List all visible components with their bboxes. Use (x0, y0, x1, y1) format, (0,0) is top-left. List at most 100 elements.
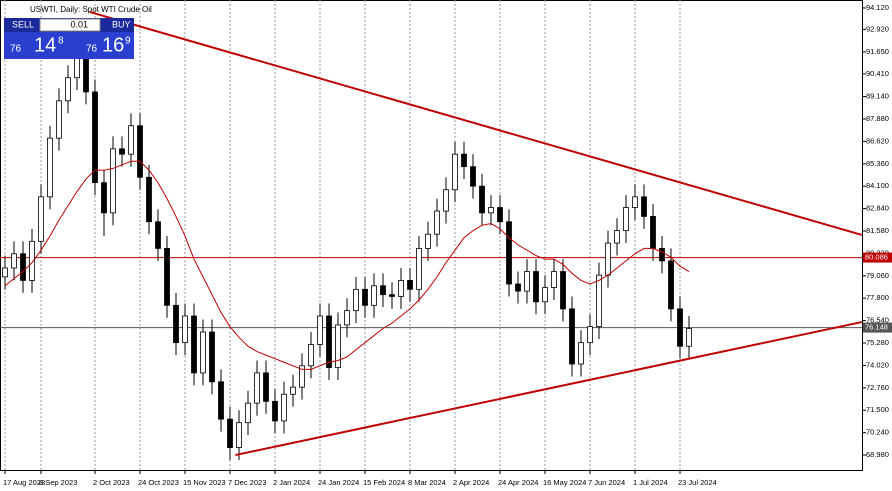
price-tag-label: 76.148 (865, 323, 888, 332)
y-tick-label: 77.800 (866, 293, 889, 302)
candle-body (515, 283, 521, 292)
candle-body (668, 260, 674, 310)
candle-body (317, 315, 323, 345)
y-tick-label: 94.120 (866, 3, 889, 12)
trade-panel[interactable]: SELL BUY 0.01 76 14 8 76 16 9 (4, 18, 134, 59)
candle-body (479, 185, 485, 214)
lot-size[interactable]: 0.01 (70, 19, 88, 29)
candle-body (209, 331, 215, 383)
candle-body (29, 240, 35, 281)
candle-body (461, 153, 467, 168)
candle-body (398, 280, 404, 297)
candle-body (407, 280, 413, 290)
candle-body (191, 315, 197, 374)
candle-body (614, 230, 620, 244)
x-tick-label: 2 Jan 2024 (273, 478, 310, 487)
x-tick-label: 24 Apr 2024 (498, 478, 538, 487)
candle-body (443, 189, 449, 212)
candle-body (65, 77, 71, 102)
y-tick-label: 92.920 (866, 24, 889, 33)
x-tick-label: 17 Aug 2023 (3, 478, 45, 487)
candle-body (281, 393, 287, 422)
trendline (235, 321, 863, 457)
candle-body (137, 125, 143, 178)
candle-body (623, 207, 629, 232)
candle-body (245, 402, 251, 424)
candle-body (155, 221, 161, 249)
candle-body (263, 372, 269, 402)
ask-big: 76 (86, 44, 98, 55)
y-tick-label: 90.410 (866, 69, 889, 78)
candle-body (92, 91, 98, 184)
candle-body (380, 285, 386, 296)
bid-big: 76 (10, 44, 22, 55)
candle-body (326, 315, 332, 368)
price-tag-label: 80.086 (865, 253, 888, 262)
candle-body (353, 288, 359, 312)
candle-body (542, 287, 548, 303)
x-tick-label: 23 Jul 2024 (678, 478, 717, 487)
y-tick-label: 68.980 (866, 450, 889, 459)
buy-button[interactable]: BUY (112, 19, 131, 29)
candle-body (596, 274, 602, 328)
y-tick-label: 71.500 (866, 405, 889, 414)
candle-body (659, 248, 665, 262)
candle-body (506, 221, 512, 285)
candle-body (218, 381, 224, 420)
x-tick-label: 15 Feb 2024 (363, 478, 405, 487)
candle-body (551, 271, 557, 288)
y-tick-label: 82.840 (866, 204, 889, 213)
candle-body (524, 271, 530, 292)
candle-body (236, 422, 242, 448)
candle-body (38, 196, 44, 242)
lot-box[interactable] (39, 18, 101, 32)
y-tick-label: 87.880 (866, 114, 889, 123)
candle-body (272, 400, 278, 422)
moving-average (4, 160, 690, 370)
bid-pip: 8 (58, 36, 64, 47)
x-tick-label: 8 Sep 2023 (39, 478, 77, 487)
candle-body (587, 326, 593, 344)
candle-body (434, 210, 440, 235)
x-tick-label: 2 Apr 2024 (453, 478, 489, 487)
candle-body (101, 182, 107, 214)
candle-body (452, 153, 458, 191)
candle-body (200, 331, 206, 374)
y-tick-label: 70.240 (866, 428, 889, 437)
candle-body (254, 372, 260, 404)
candle-body (344, 310, 350, 326)
candle-body (20, 253, 26, 281)
candle-body (119, 148, 125, 155)
candle-body (578, 342, 584, 365)
x-tick-label: 24 Jan 2024 (318, 478, 359, 487)
price-tag (863, 322, 892, 333)
x-tick-label: 7 Dec 2023 (228, 478, 266, 487)
sell-button[interactable]: SELL (12, 19, 34, 29)
candle-body (335, 324, 341, 368)
y-tick-label: 72.760 (866, 383, 889, 392)
candle-body (56, 100, 62, 139)
x-tick-label: 8 Mar 2024 (408, 478, 446, 487)
candle-body (650, 216, 656, 249)
y-tick-label: 85.360 (866, 159, 889, 168)
bid-main: 14 (34, 34, 56, 56)
candle-body (470, 166, 476, 187)
candle-body (560, 271, 566, 310)
candle-body (605, 242, 611, 276)
y-tick-label: 84.100 (866, 181, 889, 190)
y-tick-label: 91.650 (866, 47, 889, 56)
candle-body (533, 271, 539, 303)
y-tick-label: 76.540 (866, 316, 889, 325)
candle-body (290, 386, 296, 395)
candle-body (308, 344, 314, 367)
candle-body (641, 196, 647, 217)
ask-pip: 9 (125, 36, 131, 47)
candle-body (2, 267, 8, 278)
candle-body (11, 253, 17, 269)
candle-body (164, 248, 170, 306)
candle-body (173, 304, 179, 344)
candle-body (110, 148, 116, 214)
x-tick-label: 24 Oct 2023 (138, 478, 179, 487)
x-tick-label: 16 May 2024 (543, 478, 586, 487)
candle-body (632, 196, 638, 208)
